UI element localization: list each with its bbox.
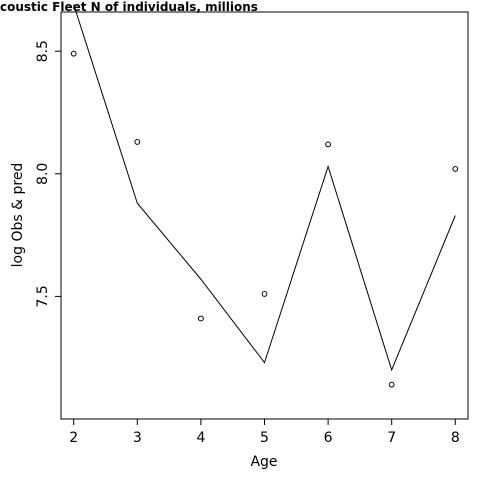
x-tick-label: 7 [387, 430, 396, 446]
x-axis: 2 3 4 5 6 7 8 [69, 419, 460, 446]
series-layer [70, 4, 459, 388]
x-tick-label: 3 [133, 430, 142, 446]
y-tick-label: 8.5 [35, 40, 51, 62]
y-axis-label: log Obs & pred [10, 163, 26, 268]
y-tick-label: 8.0 [35, 163, 51, 185]
plot-frame [60, 11, 469, 420]
observed-point [452, 166, 459, 172]
observed-point [325, 141, 331, 148]
observed-point [70, 50, 77, 57]
observed-point [134, 139, 141, 145]
chart-title: coustic Fleet N of individuals, millions [0, 0, 258, 14]
observed-point [388, 381, 395, 388]
x-tick-label: 8 [451, 430, 460, 446]
x-tick-label: 6 [324, 430, 333, 446]
observed-point [261, 291, 268, 297]
x-tick-label: 2 [69, 430, 78, 446]
observed-point [198, 315, 204, 322]
x-tick-label: 4 [196, 430, 205, 446]
y-axis: 7.5 8.0 8.5 [35, 40, 61, 308]
y-tick-label: 7.5 [35, 285, 51, 307]
x-axis-label: Age [250, 454, 277, 470]
predicted-line [73, 4, 456, 372]
x-tick-label: 5 [260, 430, 269, 446]
